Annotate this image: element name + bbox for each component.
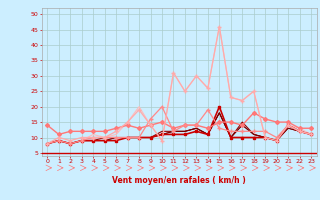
X-axis label: Vent moyen/en rafales ( km/h ): Vent moyen/en rafales ( km/h ): [112, 176, 246, 185]
